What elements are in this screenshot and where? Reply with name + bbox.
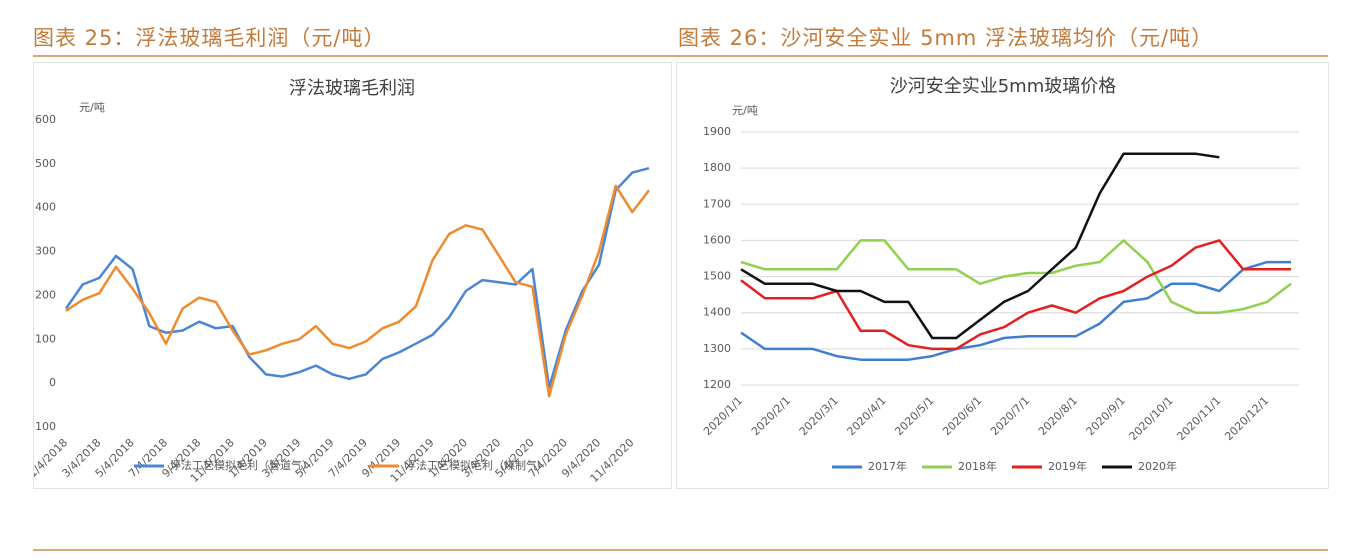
x-tick-label: 2020/2/1 — [749, 394, 793, 438]
y-tick-label: 1700 — [703, 197, 731, 210]
y-tick-label: -100 — [33, 420, 56, 433]
y-tick-label: 200 — [35, 288, 56, 301]
y-tick-label: 1800 — [703, 161, 731, 174]
caption: 图表 26：沙河安全实业 5mm 浮法玻璃均价（元/吨） — [678, 26, 1214, 50]
x-tick-label: 2020/7/1 — [988, 394, 1032, 438]
legend-label: 2019年 — [1048, 459, 1087, 473]
x-tick-label: 2020/1/1 — [701, 394, 745, 438]
legend-label: 2017年 — [868, 459, 907, 473]
series-line — [740, 239, 1292, 314]
y-tick-label: 1400 — [703, 306, 731, 319]
x-tick-label: 2020/9/1 — [1084, 394, 1128, 438]
x-tick-label: 2020/3/1 — [797, 394, 841, 438]
y-tick-label: 100 — [35, 332, 56, 345]
caption: 图表 25：浮法玻璃毛利润（元/吨） — [33, 26, 386, 50]
y-tick-label: 1200 — [703, 378, 731, 391]
chart-title: 浮法玻璃毛利润 — [289, 78, 415, 99]
chart: 浮法玻璃毛利润元/吨-10001002003004005006001/4/201… — [33, 62, 672, 489]
y-tick-label: 1600 — [703, 233, 731, 246]
x-tick-label: 2020/8/1 — [1036, 394, 1080, 438]
chart-title: 沙河安全实业5mm玻璃价格 — [890, 76, 1117, 97]
y-tick-label: 0 — [49, 376, 56, 389]
x-tick-label: 2020/4/1 — [845, 394, 889, 438]
y-tick-label: 300 — [35, 245, 56, 258]
legend-label: 浮法工艺模拟毛利（管道气） — [170, 458, 313, 472]
x-tick-label: 2020/10/1 — [1127, 394, 1176, 443]
y-axis-label: 元/吨 — [79, 101, 105, 114]
y-tick-label: 600 — [35, 113, 56, 126]
y-tick-label: 1300 — [703, 342, 731, 355]
x-tick-label: 2020/12/1 — [1222, 394, 1271, 443]
y-tick-label: 1900 — [703, 125, 731, 138]
rule — [33, 55, 1328, 57]
legend-label: 2018年 — [958, 459, 997, 473]
series-line — [64, 166, 650, 389]
series-line — [65, 184, 650, 398]
x-tick-label: 2020/11/1 — [1174, 394, 1223, 443]
y-tick-label: 1500 — [703, 270, 731, 283]
y-tick-label: 400 — [35, 201, 56, 214]
legend-label: 2020年 — [1138, 459, 1177, 473]
series-line — [740, 239, 1291, 351]
x-tick-label: 2020/5/1 — [892, 394, 936, 438]
y-tick-label: 500 — [35, 157, 56, 170]
series-line — [740, 260, 1291, 361]
legend-label: 浮法工艺模拟毛利（煤制气） — [405, 458, 548, 472]
series-line — [740, 152, 1220, 340]
rule — [33, 549, 1328, 551]
x-tick-label: 2020/6/1 — [940, 394, 984, 438]
y-axis-label: 元/吨 — [732, 104, 758, 117]
